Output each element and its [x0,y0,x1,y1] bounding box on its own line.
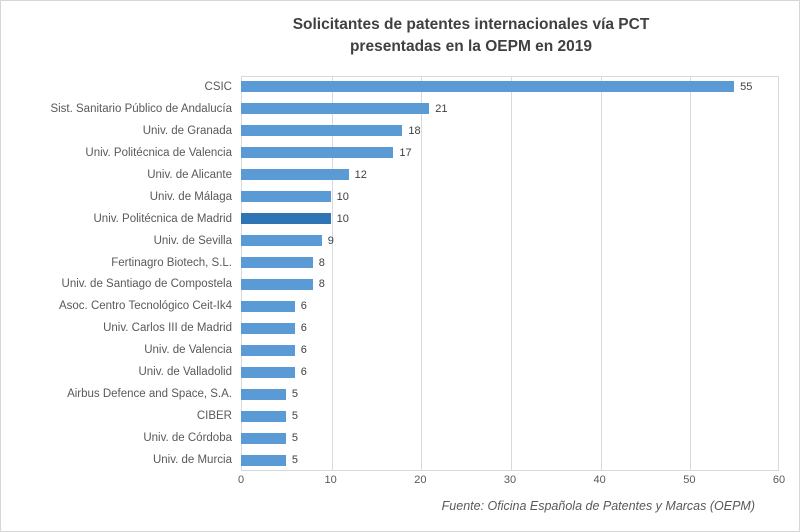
category-label: Sist. Sanitario Público de Andalucía [50,102,232,115]
bar-row: Fertinagro Biotech, S.L. 8 [1,252,799,274]
value-label: 55 [740,80,753,93]
bar [241,81,735,93]
chart-title-line-1: Solicitantes de patentes internacionales… [292,16,650,33]
value-label: 6 [300,300,307,313]
bar-row: Univ. de Valencia 6 [1,339,799,361]
value-label: 6 [300,366,307,379]
bar [241,322,295,334]
x-axis: 0 10 20 30 40 50 60 [1,474,799,490]
value-label: 5 [291,410,298,423]
gridline [331,77,333,470]
bar [241,235,322,247]
bar [241,191,331,203]
category-label: Univ. Carlos III de Madrid [103,322,232,335]
bar [241,366,295,378]
bar-row: Univ. de Córdoba 5 [1,427,799,449]
bar-row: Univ. de Sevilla 9 [1,230,799,252]
bar [241,344,295,356]
category-label: Univ. Politécnica de Valencia [85,146,232,159]
category-label: Univ. de Córdoba [143,432,232,445]
bar-row: Sist. Sanitario Público de Andalucía 21 [1,98,799,120]
category-label: Univ. de Murcia [152,454,232,467]
bar [241,278,313,290]
bar-rows: CSIC 55 Sist. Sanitario Público de Andaluc… [1,76,799,471]
category-label: CSIC [204,80,232,93]
gridline [511,77,512,470]
gridline [690,77,692,470]
category-label: Univ. de Granada [142,124,232,137]
gridline [600,77,602,470]
category-label: Univ. de Málaga [149,190,232,203]
bar-row: Univ. de Málaga 10 [1,186,799,208]
bar [241,103,430,115]
x-tick-label: 30 [503,474,517,486]
bar-row: Univ. Politécnica de Valencia 17 [1,142,799,164]
x-tick-label: 10 [324,474,337,486]
plot-area [241,76,779,471]
value-label: 10 [336,190,349,203]
x-tick-label: 50 [683,474,696,486]
bar [241,125,403,137]
chart-title: Solicitantes de patentes internacionales… [141,14,799,58]
bar-row: Airbus Defence and Space, S.A. 5 [1,383,799,405]
category-label: Airbus Defence and Space, S.A. [67,388,232,401]
value-label: 8 [318,256,325,269]
category-label: Fertinagro Biotech, S.L. [111,256,232,269]
bar-row: Univ. de Murcia 5 [1,449,799,471]
value-label: 21 [435,102,448,115]
category-label: Univ. Politécnica de Madrid [93,212,233,225]
bar [241,147,394,159]
source-note: Fuente: Oficina Española de Patentes y M… [441,499,755,513]
x-tick-label: 40 [593,474,606,486]
bar [241,432,286,444]
bar-row: Univ. Carlos III de Madrid 6 [1,317,799,339]
category-label: Asoc. Centro Tecnológico Ceit-Ik4 [58,300,232,313]
bar [241,454,286,466]
value-label: 6 [300,322,307,335]
value-label: 12 [354,168,367,181]
x-tick-label: 20 [414,474,427,486]
bar [241,300,295,312]
gridline [421,77,423,470]
x-tick-label: 0 [237,474,245,486]
bar [241,388,286,400]
x-tick-label: 60 [772,474,786,486]
bar-row: Univ. de Alicante 12 [1,164,799,186]
value-label: 9 [327,234,334,247]
category-label: Univ. de Sevilla [153,234,232,247]
value-label: 5 [291,454,298,467]
value-label: 6 [300,344,307,357]
value-label: 5 [291,388,298,401]
category-label: CIBER [196,410,232,423]
bar [241,410,286,422]
bar-row: Univ. de Santiago de Compostela 8 [1,274,799,296]
value-label: 8 [318,278,325,291]
category-label: Univ. de Alicante [147,168,232,181]
bar [241,169,349,181]
bar-row: Univ. de Valladolid 6 [1,361,799,383]
value-label: 18 [408,124,421,137]
value-label: 10 [336,212,349,225]
bar-row: Asoc. Centro Tecnológico Ceit-Ik4 6 [1,295,799,317]
category-label: Univ. de Santiago de Compostela [61,278,232,291]
bar-row: CSIC 55 [1,76,799,98]
value-label: 5 [291,432,298,445]
category-label: Univ. de Valencia [144,344,232,357]
bar-row: CIBER 5 [1,405,799,427]
value-label: 17 [399,146,412,159]
bar-row: Univ. Politécnica de Madrid 10 [1,208,799,230]
bar-row: Univ. de Granada 18 [1,120,799,142]
bar [241,213,331,225]
bar [241,257,313,269]
chart-title-line-2: presentadas en la OEPM en 2019 [349,38,593,55]
category-label: Univ. de Valladolid [138,366,232,379]
